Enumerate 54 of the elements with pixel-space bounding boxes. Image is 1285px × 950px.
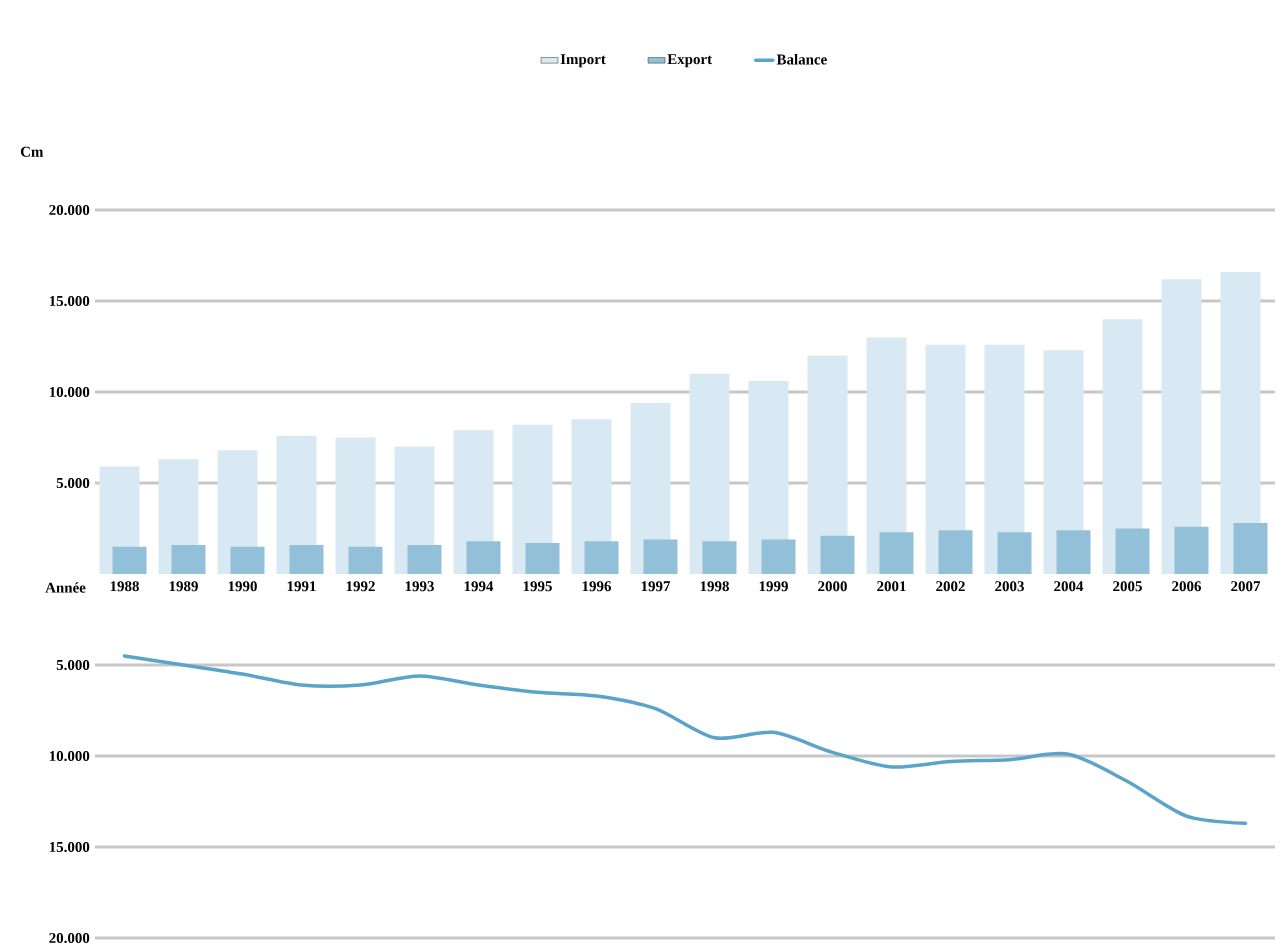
y-tick-label: 15.000 — [49, 295, 90, 307]
x-tick-label: 1990 — [228, 581, 257, 592]
bar — [171, 544, 206, 574]
bar — [407, 544, 442, 574]
bar — [230, 546, 265, 574]
y-tick-label: 10.000 — [49, 386, 90, 398]
x-tick-label: 1999 — [759, 581, 788, 592]
x-tick-label: 1993 — [405, 581, 434, 592]
bar — [525, 543, 560, 574]
bar — [879, 532, 914, 574]
bar — [112, 546, 147, 574]
bar — [1056, 530, 1091, 574]
y-tick-label: 10.000 — [49, 750, 90, 762]
x-axis-title: Année — [45, 582, 86, 593]
x-tick-label: 1991 — [287, 581, 316, 592]
x-tick-label: 1997 — [641, 581, 671, 592]
bar — [997, 532, 1032, 574]
bar — [1233, 523, 1268, 574]
y-tick-label: 15.000 — [49, 841, 90, 853]
x-tick-label: 2004 — [1054, 581, 1084, 592]
bar — [289, 544, 324, 574]
y-tick-label: 5.000 — [56, 477, 90, 489]
x-tick-label: 2005 — [1113, 581, 1142, 592]
x-tick-label: 1989 — [169, 581, 198, 592]
legend-label: Import — [560, 54, 606, 68]
bar — [348, 546, 383, 574]
bar — [761, 539, 796, 574]
x-tick-label: 1995 — [523, 581, 552, 592]
x-tick-label: 2001 — [877, 581, 906, 592]
x-tick-label: 1994 — [464, 581, 494, 592]
x-tick-label: 2006 — [1172, 581, 1202, 592]
x-tick-label: 1998 — [700, 581, 729, 592]
y-axis-title: Cm — [20, 146, 44, 157]
y-tick-label: 5.000 — [56, 659, 90, 671]
legend-label: Export — [667, 54, 713, 68]
x-tick-label: 1988 — [110, 581, 139, 592]
x-tick-label: 2002 — [936, 581, 965, 592]
bar — [1115, 528, 1150, 574]
bar — [584, 541, 619, 574]
x-tick-label: 1996 — [582, 581, 612, 592]
line-series — [122, 654, 1248, 826]
bar — [702, 541, 737, 574]
x-tick-label: 2003 — [995, 581, 1024, 592]
legend-label: Balance — [776, 54, 827, 65]
bar — [643, 539, 678, 574]
y-tick-label: 20.000 — [49, 932, 90, 944]
x-tick-label: 1992 — [346, 581, 375, 592]
y-tick-label: 20.000 — [49, 204, 90, 216]
x-tick-label: 2000 — [818, 581, 847, 592]
bar — [820, 535, 855, 574]
bar — [938, 530, 973, 574]
bar — [1174, 526, 1209, 574]
bar — [466, 541, 501, 574]
x-tick-label: 2007 — [1231, 581, 1261, 592]
